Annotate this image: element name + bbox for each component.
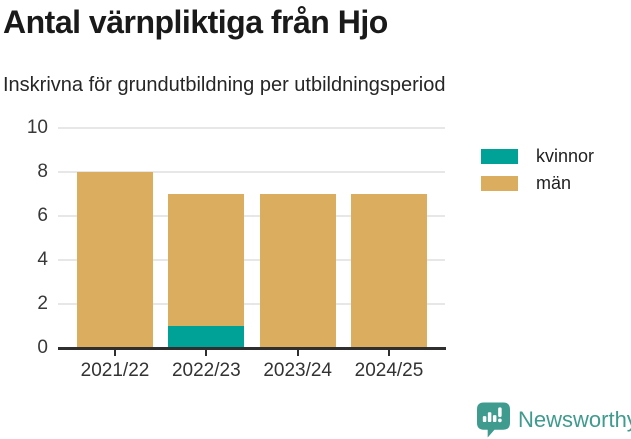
y-tick-label: 0 — [37, 337, 48, 358]
legend-swatch-man — [481, 175, 518, 191]
y-tick-label: 8 — [37, 161, 48, 182]
legend-swatch-kvinnor — [481, 148, 518, 164]
x-axis-label: 2023/24 — [263, 360, 332, 381]
bar-segment-män — [259, 194, 336, 348]
legend: kvinnor män — [481, 146, 594, 200]
bar-segment-män — [77, 172, 153, 348]
bar-column: 2024/25 — [350, 128, 427, 381]
x-axis-line — [58, 347, 446, 350]
x-axis-label: 2022/23 — [171, 360, 241, 381]
y-tick-label: 6 — [37, 205, 48, 226]
x-axis-tick — [114, 350, 116, 356]
bar-segment-kvinnor — [168, 326, 245, 348]
gridline — [58, 215, 445, 217]
legend-label-man: män — [536, 173, 572, 193]
y-tick-label: 2 — [37, 293, 48, 314]
x-axis-tick — [296, 350, 299, 356]
bar-column: 2022/23 — [168, 128, 245, 381]
newsworthy-logo: Newsworthy — [477, 402, 631, 438]
brand-name: Newsworthy — [518, 407, 631, 432]
legend-row-man: män — [481, 173, 594, 193]
x-axis-label: 2024/25 — [354, 360, 424, 381]
gridline — [58, 259, 445, 261]
bar-segment-män — [350, 194, 427, 348]
y-axis-labels: 0 2 4 6 8 10 — [0, 117, 48, 358]
bars-row: 2021/22 2022/23 2023/24 2024/25 — [58, 128, 445, 381]
page-subtitle: Inskrivna för grundutbildning per utbild… — [3, 74, 446, 96]
x-axis-tick — [387, 350, 390, 356]
gridline — [58, 171, 445, 173]
legend-label-kvinnor: kvinnor — [536, 146, 595, 166]
bar-segment-män — [168, 194, 245, 326]
bar-chart-speech-bubble-icon — [477, 402, 510, 438]
x-axis-tick — [205, 350, 208, 356]
y-tick-label: 4 — [37, 249, 48, 270]
x-axis-label: 2021/22 — [80, 360, 150, 381]
bar-column: 2023/24 — [259, 128, 336, 381]
plot-area: 2021/22 2022/23 2023/24 2024/25 — [58, 127, 445, 381]
bar-column: 2021/22 — [77, 128, 153, 381]
y-tick-label: 10 — [26, 117, 48, 138]
gridline — [58, 303, 445, 305]
gridline — [58, 127, 445, 129]
page-title: Antal värnpliktiga från Hjo — [3, 4, 388, 40]
legend-row-kvinnor: kvinnor — [481, 146, 594, 166]
